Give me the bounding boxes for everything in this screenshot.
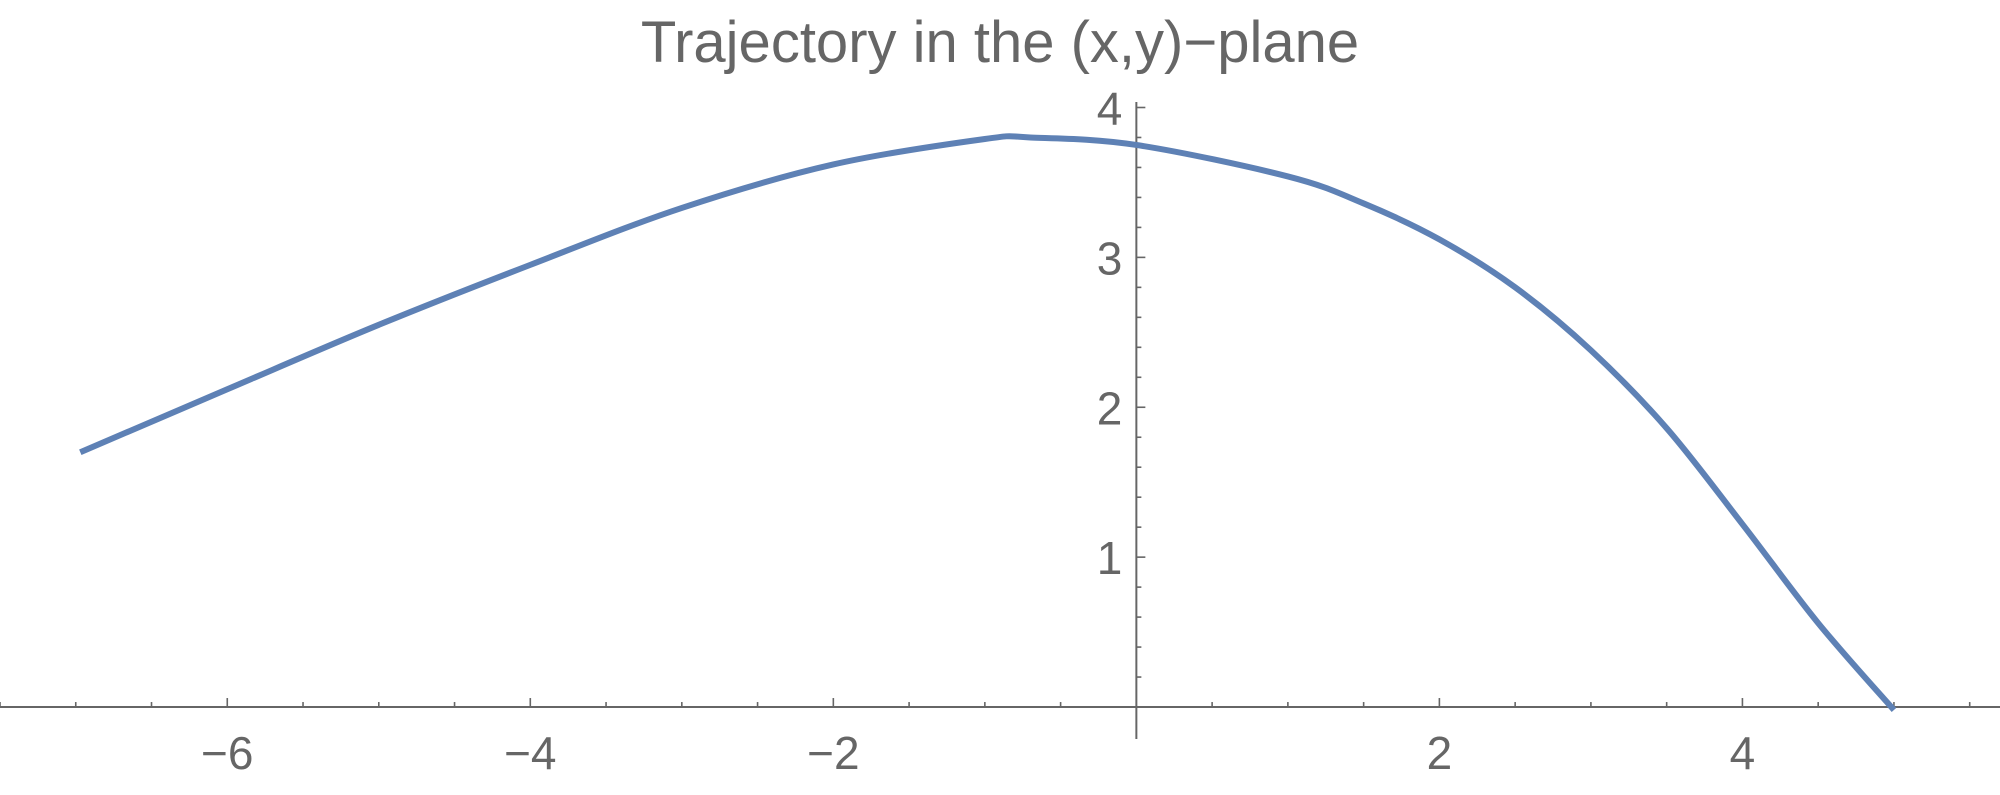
tick-marks	[0, 106, 1971, 708]
y-tick-label: 1	[1097, 532, 1123, 584]
x-tick-label: −2	[807, 727, 859, 779]
x-tick-label: 4	[1730, 727, 1756, 779]
tick-labels: −6 −4 −2 2 4 1 2 3 4	[201, 82, 1755, 779]
x-tick-label: −4	[504, 727, 556, 779]
x-tick-label: −6	[201, 727, 253, 779]
y-tick-label: 3	[1097, 232, 1123, 284]
axes	[0, 102, 2000, 740]
series-layer	[79, 133, 1897, 712]
y-tick-label: 4	[1097, 82, 1123, 134]
x-tick-label: 2	[1427, 727, 1453, 779]
y-tick-label: 2	[1097, 382, 1123, 434]
trajectory-curve	[79, 133, 1897, 712]
chart-title: Trajectory in the (x,y)−plane	[641, 10, 1359, 75]
